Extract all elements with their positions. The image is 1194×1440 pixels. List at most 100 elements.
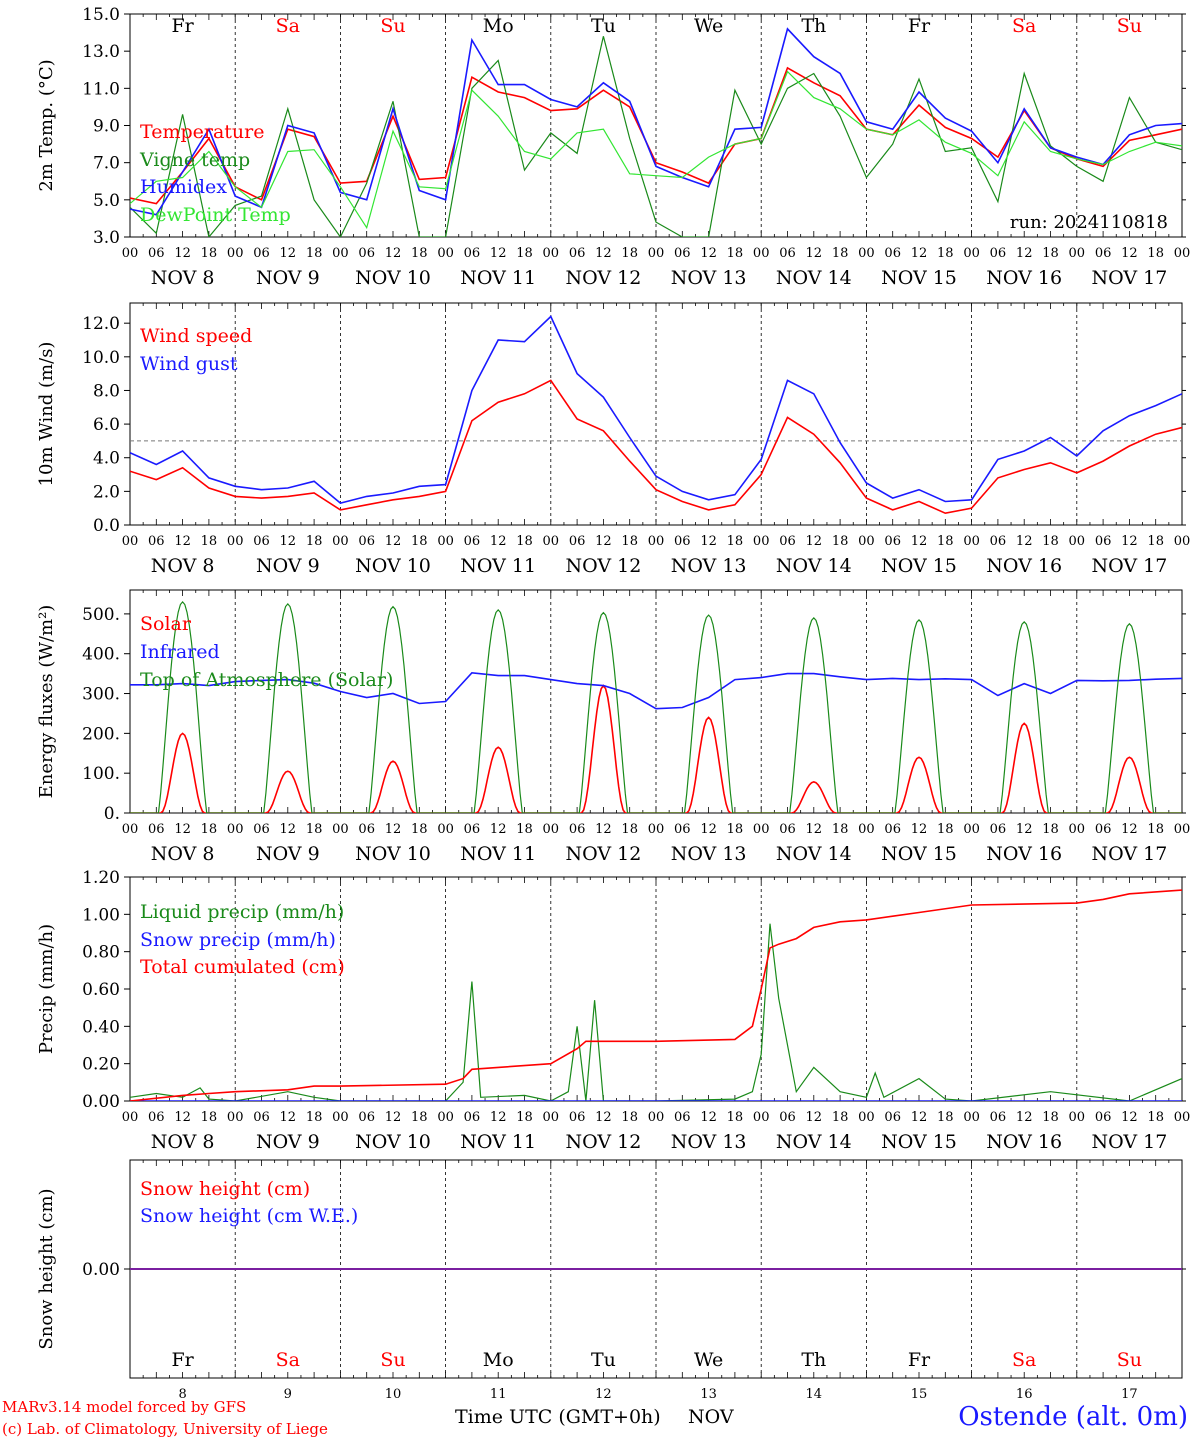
hour-tick-label: 12: [280, 246, 297, 261]
day-label: NOV 15: [881, 267, 957, 289]
day-label: NOV 15: [881, 843, 957, 865]
series-line-darkgreen: [130, 923, 1182, 1101]
day-number: 13: [700, 1387, 717, 1402]
series-line-red: [130, 379, 1182, 515]
day-label: NOV 12: [565, 555, 641, 577]
day-label: NOV 16: [986, 843, 1062, 865]
series-line-blue: [130, 315, 1182, 504]
time-axis-label: Time UTC (GMT+0h): [455, 1406, 661, 1428]
day-label: NOV 13: [671, 555, 747, 577]
hour-tick-label: 12: [700, 246, 717, 261]
hour-tick-label: 12: [911, 1110, 928, 1125]
station-name: Ostende (alt. 0m): [958, 1402, 1188, 1432]
hour-tick-label: 06: [148, 822, 165, 837]
hour-tick-label: 12: [595, 246, 612, 261]
legend-entry: Vigne temp: [139, 149, 250, 171]
hour-tick-label: 12: [595, 534, 612, 549]
y-tick-label: 13.0: [82, 42, 120, 62]
hour-tick-label: 00: [858, 1110, 875, 1125]
hour-tick-label: 18: [727, 534, 744, 549]
hour-tick-label: 18: [1042, 534, 1059, 549]
day-name: Tu: [591, 15, 616, 37]
day-label: NOV 12: [565, 267, 641, 289]
hour-tick-label: 18: [201, 246, 218, 261]
hour-tick-label: 18: [411, 1110, 428, 1125]
day-label: NOV 11: [460, 1131, 536, 1153]
hour-tick-label: 00: [1069, 822, 1086, 837]
day-label: NOV 9: [256, 555, 320, 577]
hour-tick-label: 12: [1016, 1110, 1033, 1125]
legend-entry: Infrared: [140, 641, 220, 663]
hour-tick-label: 12: [280, 534, 297, 549]
hour-tick-label: 12: [385, 246, 402, 261]
y-axis-label: Snow height (cm): [36, 1188, 57, 1349]
hour-tick-label: 00: [332, 822, 349, 837]
hour-tick-label: 06: [569, 246, 586, 261]
hour-tick-label: 06: [674, 246, 691, 261]
hour-tick-label: 18: [411, 246, 428, 261]
hour-tick-label: 06: [1095, 1110, 1112, 1125]
hour-tick-label: 00: [543, 246, 560, 261]
hour-tick-label: 18: [516, 1110, 533, 1125]
hour-tick-label: 12: [385, 534, 402, 549]
hour-tick-label: 06: [884, 1110, 901, 1125]
series-line-red: [130, 684, 1182, 813]
y-tick-label: 0.0: [93, 516, 120, 536]
hour-tick-label: 00: [122, 1110, 139, 1125]
hour-tick-label: 00: [1174, 246, 1191, 261]
day-label: NOV 11: [460, 267, 536, 289]
hour-tick-label: 18: [201, 822, 218, 837]
run-label: run: 2024110818: [1010, 212, 1168, 233]
y-tick-label: 1.20: [82, 868, 120, 888]
hour-tick-label: 00: [1174, 534, 1191, 549]
hour-tick-label: 12: [174, 1110, 191, 1125]
hour-tick-label: 12: [1016, 822, 1033, 837]
day-label: NOV 15: [881, 1131, 957, 1153]
hour-tick-label: 12: [911, 822, 928, 837]
plot-area: [130, 600, 1182, 813]
y-axis-label: Energy fluxes (W/m²): [36, 605, 57, 799]
day-label: NOV 13: [671, 843, 747, 865]
hour-tick-label: 00: [543, 1110, 560, 1125]
hour-tick-label: 06: [358, 1110, 375, 1125]
y-tick-label: 500.: [82, 605, 120, 625]
day-label: NOV 13: [671, 267, 747, 289]
hour-tick-label: 12: [806, 246, 823, 261]
hour-tick-label: 12: [1121, 534, 1138, 549]
day-label: NOV 11: [460, 555, 536, 577]
chart-panel-1: 3.0 5.0 7.0 9.0 11.0 13.0 15.0 2m Temp. (°C) Tem…: [36, 5, 1190, 289]
day-label: NOV 17: [1091, 1131, 1167, 1153]
hour-tick-label: 00: [437, 246, 454, 261]
y-axis-label: 10m Wind (m/s): [36, 342, 57, 487]
y-tick-label: 5.0: [93, 191, 120, 211]
chart-panel-3: 0. 100. 200. 300. 400. 500. Energy fluxes (W/m…: [36, 589, 1191, 865]
hour-tick-label: 06: [569, 534, 586, 549]
hour-tick-label: 00: [858, 246, 875, 261]
hour-tick-label: 12: [174, 246, 191, 261]
hour-tick-label: 00: [648, 534, 665, 549]
day-name: Fr: [171, 1349, 194, 1371]
hour-tick-label: 00: [332, 246, 349, 261]
hour-tick-label: 00: [648, 246, 665, 261]
hour-tick-label: 06: [464, 822, 481, 837]
series-line-red: [130, 889, 1182, 1101]
day-name: Sa: [276, 15, 300, 37]
hour-tick-label: 12: [700, 822, 717, 837]
y-tick-label: 400.: [82, 645, 120, 665]
hour-tick-label: 06: [990, 822, 1007, 837]
legend-entry: Snow height (cm): [140, 1178, 310, 1200]
hour-tick-label: 00: [543, 534, 560, 549]
hour-tick-label: 18: [411, 534, 428, 549]
hour-tick-label: 18: [306, 822, 323, 837]
day-name: Fr: [908, 1349, 931, 1371]
hour-tick-label: 00: [122, 822, 139, 837]
day-label: NOV 10: [355, 1131, 431, 1153]
hour-tick-label: 00: [332, 534, 349, 549]
hour-tick-label: 00: [437, 822, 454, 837]
hour-tick-label: 18: [1147, 246, 1164, 261]
y-tick-label: 300.: [82, 685, 120, 705]
hour-tick-label: 06: [779, 1110, 796, 1125]
day-label: NOV 13: [671, 1131, 747, 1153]
hour-tick-label: 00: [1174, 822, 1191, 837]
